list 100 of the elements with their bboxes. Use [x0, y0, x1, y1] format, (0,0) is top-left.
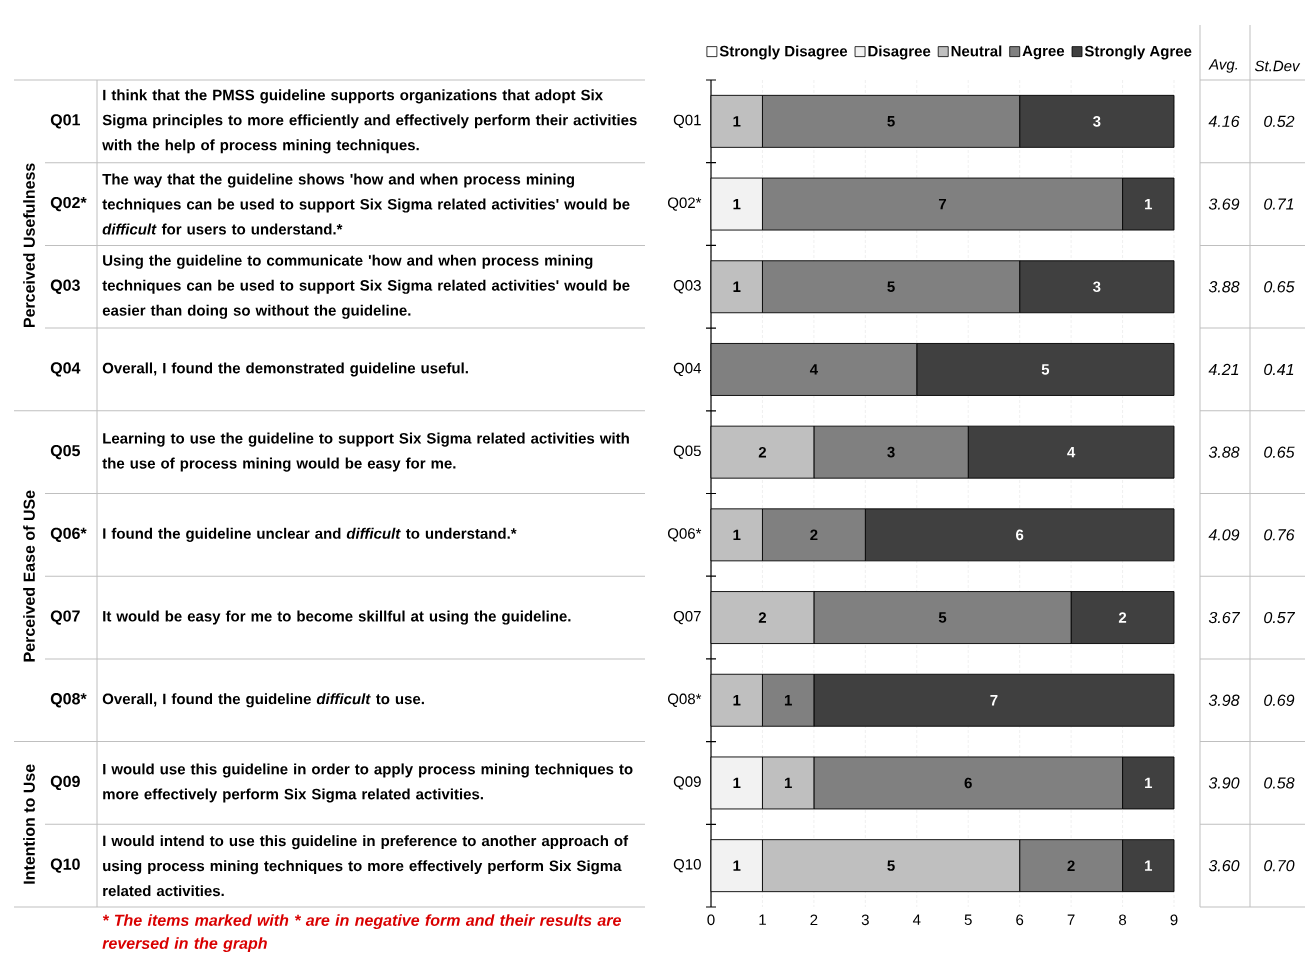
text: Q07 — [50, 610, 80, 625]
data-label: 2 — [810, 529, 818, 541]
text: Intention to Use — [23, 764, 35, 884]
data-label: 1 — [733, 860, 741, 871]
data-label: 1 — [733, 116, 741, 127]
legend-label: Strongly Agree — [1084, 45, 1192, 60]
data-label: 1 — [733, 281, 741, 292]
text: Q04 — [50, 362, 81, 377]
text: Q01 — [50, 114, 80, 129]
y-tick-label: Q09 — [673, 776, 701, 790]
data-label: 1 — [733, 529, 741, 541]
data-label: 5 — [887, 860, 895, 871]
text: Overall, I found the demonstrated guideline useful. — [102, 362, 468, 377]
text: 3.88 — [1208, 446, 1240, 458]
text: 0.41 — [1264, 363, 1294, 376]
x-tick-label: 3 — [861, 914, 869, 926]
text: Perceived Usefulness — [23, 163, 35, 328]
legend-label: Agree — [1022, 45, 1065, 60]
data-label: 5 — [938, 612, 947, 623]
text: 0.65 — [1264, 281, 1295, 293]
text: I think that the PMSS guideline supports organizations that adopt Six Sigma principles to more efficiently and effectively perform their activities with the help of process mining techniques. — [102, 89, 637, 154]
x-tick-label: 9 — [1170, 914, 1178, 926]
text: 3.98 — [1208, 694, 1240, 706]
text: 3.88 — [1208, 281, 1240, 293]
data-label: 2 — [758, 446, 767, 458]
text: Avg. — [1208, 59, 1238, 73]
data-label: 4 — [809, 364, 818, 375]
text: Q05 — [50, 444, 80, 460]
text: Q09 — [50, 775, 80, 791]
y-tick-label: Q01 — [673, 114, 701, 129]
data-label: 1 — [1145, 777, 1153, 789]
text: Perceived Ease of USe — [23, 490, 35, 662]
x-tick-label: 4 — [912, 914, 921, 925]
y-tick-label: Q02* — [667, 197, 702, 211]
y-tick-label: Q08* — [667, 693, 702, 707]
text: Q08* — [50, 693, 87, 708]
text: 3.60 — [1208, 859, 1240, 872]
y-tick-label: Q10 — [673, 859, 701, 873]
text: 0.65 — [1264, 446, 1295, 458]
text: Q03 — [50, 279, 80, 294]
data-label: 2 — [1067, 860, 1075, 871]
text: 0.76 — [1264, 529, 1295, 541]
data-label: 3 — [1093, 281, 1101, 293]
text: 0.71 — [1264, 198, 1294, 210]
text: I would intend to use this guideline in preference to another approach of using process mining techniques to more effectively perform Six Sigma related activities. — [103, 835, 629, 897]
data-label: 1 — [784, 695, 792, 706]
data-label: 6 — [1016, 529, 1024, 541]
data-label: 1 — [1145, 198, 1153, 210]
data-label: 1 — [784, 777, 792, 789]
x-tick-label: 1 — [759, 914, 766, 925]
legend-label: Disagree — [868, 45, 931, 60]
legend-label: Neutral — [951, 45, 1002, 57]
data-label: 7 — [990, 695, 998, 706]
text: 0.52 — [1264, 115, 1295, 128]
data-label: 6 — [964, 777, 972, 789]
data-label: 5 — [887, 116, 895, 127]
text: 4.21 — [1208, 363, 1239, 376]
x-tick-label: 0 — [707, 914, 715, 926]
y-tick-label: Q07 — [673, 610, 701, 625]
data-label: 3 — [887, 446, 895, 458]
text: 3.69 — [1208, 198, 1240, 210]
y-tick-label: Q05 — [673, 445, 701, 459]
data-label: 5 — [1041, 364, 1050, 375]
text: I would use this guideline in order to apply process mining techniques to more effectively perform Six Sigma related activities. — [103, 763, 633, 803]
x-tick-label: 2 — [810, 914, 818, 926]
text: 3.67 — [1208, 611, 1241, 624]
text: 0.70 — [1264, 859, 1295, 872]
text: Overall, I found the guideline difficult to use. — [102, 693, 424, 708]
text: 0.57 — [1264, 611, 1296, 624]
x-tick-label: 5 — [964, 914, 972, 925]
data-label: 1 — [733, 198, 741, 210]
text: St.Dev — [1254, 60, 1301, 72]
text: Q06* — [50, 527, 87, 543]
data-label: 1 — [733, 695, 741, 706]
text: Learning to use the guideline to support Six Sigma related activities with the use of process mining would be easy for me. — [102, 432, 629, 472]
text: Q10 — [50, 858, 80, 873]
text: Using the guideline to communicate 'how and when process mining techniques can be used to support Six Sigma related activities' would be easier than doing so without the guideline. — [102, 254, 630, 319]
data-label: 4 — [1067, 446, 1076, 458]
data-label: 7 — [938, 198, 947, 210]
text: 0.58 — [1264, 777, 1295, 789]
x-tick-label: 6 — [1016, 914, 1024, 926]
text: 4.16 — [1208, 115, 1240, 128]
text: I found the guideline unclear and difficult to understand.* — [103, 527, 517, 542]
text: 0.69 — [1264, 694, 1295, 706]
data-label: 1 — [733, 777, 741, 789]
data-label: 2 — [758, 612, 767, 623]
data-label: 1 — [1145, 860, 1153, 871]
text: It would be easy for me to become skillful at using the guideline. — [103, 610, 571, 625]
legend-label: Strongly Disagree — [719, 45, 848, 60]
text: 4.09 — [1208, 529, 1240, 541]
text: Q02* — [50, 196, 87, 212]
text: * The items marked with * are in negative form and their results are reversed in the graph — [102, 914, 621, 953]
text: The way that the guideline shows 'how and when process mining techniques can be used to support Six Sigma related activities' would be difficult for users to understand.* — [102, 173, 630, 235]
data-label: 3 — [1093, 116, 1101, 127]
y-tick-label: Q04 — [673, 362, 702, 377]
text: 3.90 — [1208, 777, 1240, 789]
x-tick-label: 8 — [1119, 914, 1127, 926]
data-label: 5 — [887, 281, 895, 292]
y-tick-label: Q06* — [667, 528, 702, 542]
data-label: 2 — [1118, 612, 1127, 623]
